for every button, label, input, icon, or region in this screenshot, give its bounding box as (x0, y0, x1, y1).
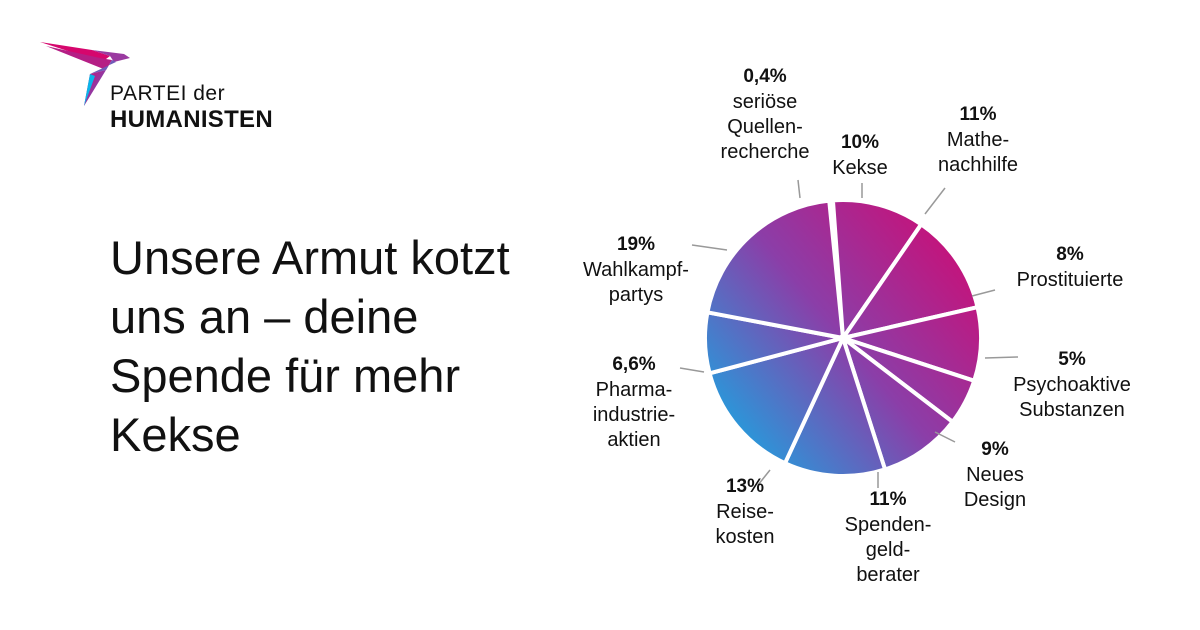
slice-category-label: Wahlkampf- (583, 259, 689, 281)
slice-percent-label: 8% (1056, 244, 1084, 265)
slice-category-label: seriöse (733, 91, 797, 113)
slice-category-label: partys (609, 284, 663, 306)
slice-percent-label: 13% (726, 476, 764, 497)
slice-percent-label: 6,6% (612, 354, 655, 375)
logo-line-1: PARTEI der (110, 82, 226, 105)
party-logo: PARTEI der HUMANISTEN (40, 38, 310, 138)
leader-line (934, 431, 956, 443)
pie-slice (707, 336, 845, 466)
headline-line: Kekse (110, 408, 241, 461)
bird-logo-icon (40, 42, 130, 106)
slice-category-label: nachhilfe (938, 154, 1018, 176)
leader-line (679, 367, 705, 373)
leader-line (924, 187, 946, 215)
slice-percent-label: 9% (981, 439, 1009, 460)
slice-category-label: Reise- (716, 501, 774, 523)
slice-category-label: Quellen- (727, 116, 803, 138)
pie-slice (841, 222, 980, 340)
headline-line: Spende für mehr (110, 349, 461, 402)
leader-line (691, 244, 728, 251)
slice-category-label: Spenden- (845, 514, 932, 536)
pie-center-dot (839, 334, 847, 342)
slice-category-label: Kekse (832, 157, 888, 179)
slice-percent-label: 11% (870, 489, 907, 510)
pie-slice (783, 336, 888, 478)
slice-percent-label: 0,4% (743, 66, 786, 87)
slice-category-label: industrie- (593, 404, 675, 426)
slice-percent-label: 5% (1058, 349, 1086, 370)
slice-category-label: Prostituierte (1017, 269, 1124, 291)
pie-slice (830, 198, 924, 340)
leader-line (971, 289, 996, 297)
slice-category-label: Psychoaktive (1013, 374, 1131, 396)
logo-line-2: HUMANISTEN (110, 106, 273, 133)
pie-slice (705, 198, 845, 340)
slice-category-label: geld- (866, 539, 910, 561)
slice-category-label: Mathe- (947, 129, 1009, 151)
slice-category-label: Neues (966, 464, 1024, 486)
slice-percent-label: 11% (960, 104, 997, 125)
leader-line (984, 356, 1019, 359)
slice-percent-label: 19% (617, 234, 655, 255)
headline-line: Unsere Armut kotzt (110, 231, 510, 284)
slice-category-label: Pharma- (596, 379, 673, 401)
slice-category-label: Design (964, 489, 1026, 511)
headline-line: uns an – deine (110, 290, 419, 343)
slice-percent-label: 10% (841, 132, 879, 153)
leader-line (797, 179, 801, 199)
slice-category-label: recherche (721, 141, 810, 163)
slice-category-label: aktien (607, 429, 660, 451)
leader-line (757, 469, 771, 486)
slice-category-label: berater (856, 564, 920, 586)
slice-category-label: kosten (716, 526, 775, 548)
slice-category-label: Substanzen (1019, 399, 1125, 421)
headline: Unsere Armut kotzt uns an – deine Spende… (110, 228, 580, 464)
